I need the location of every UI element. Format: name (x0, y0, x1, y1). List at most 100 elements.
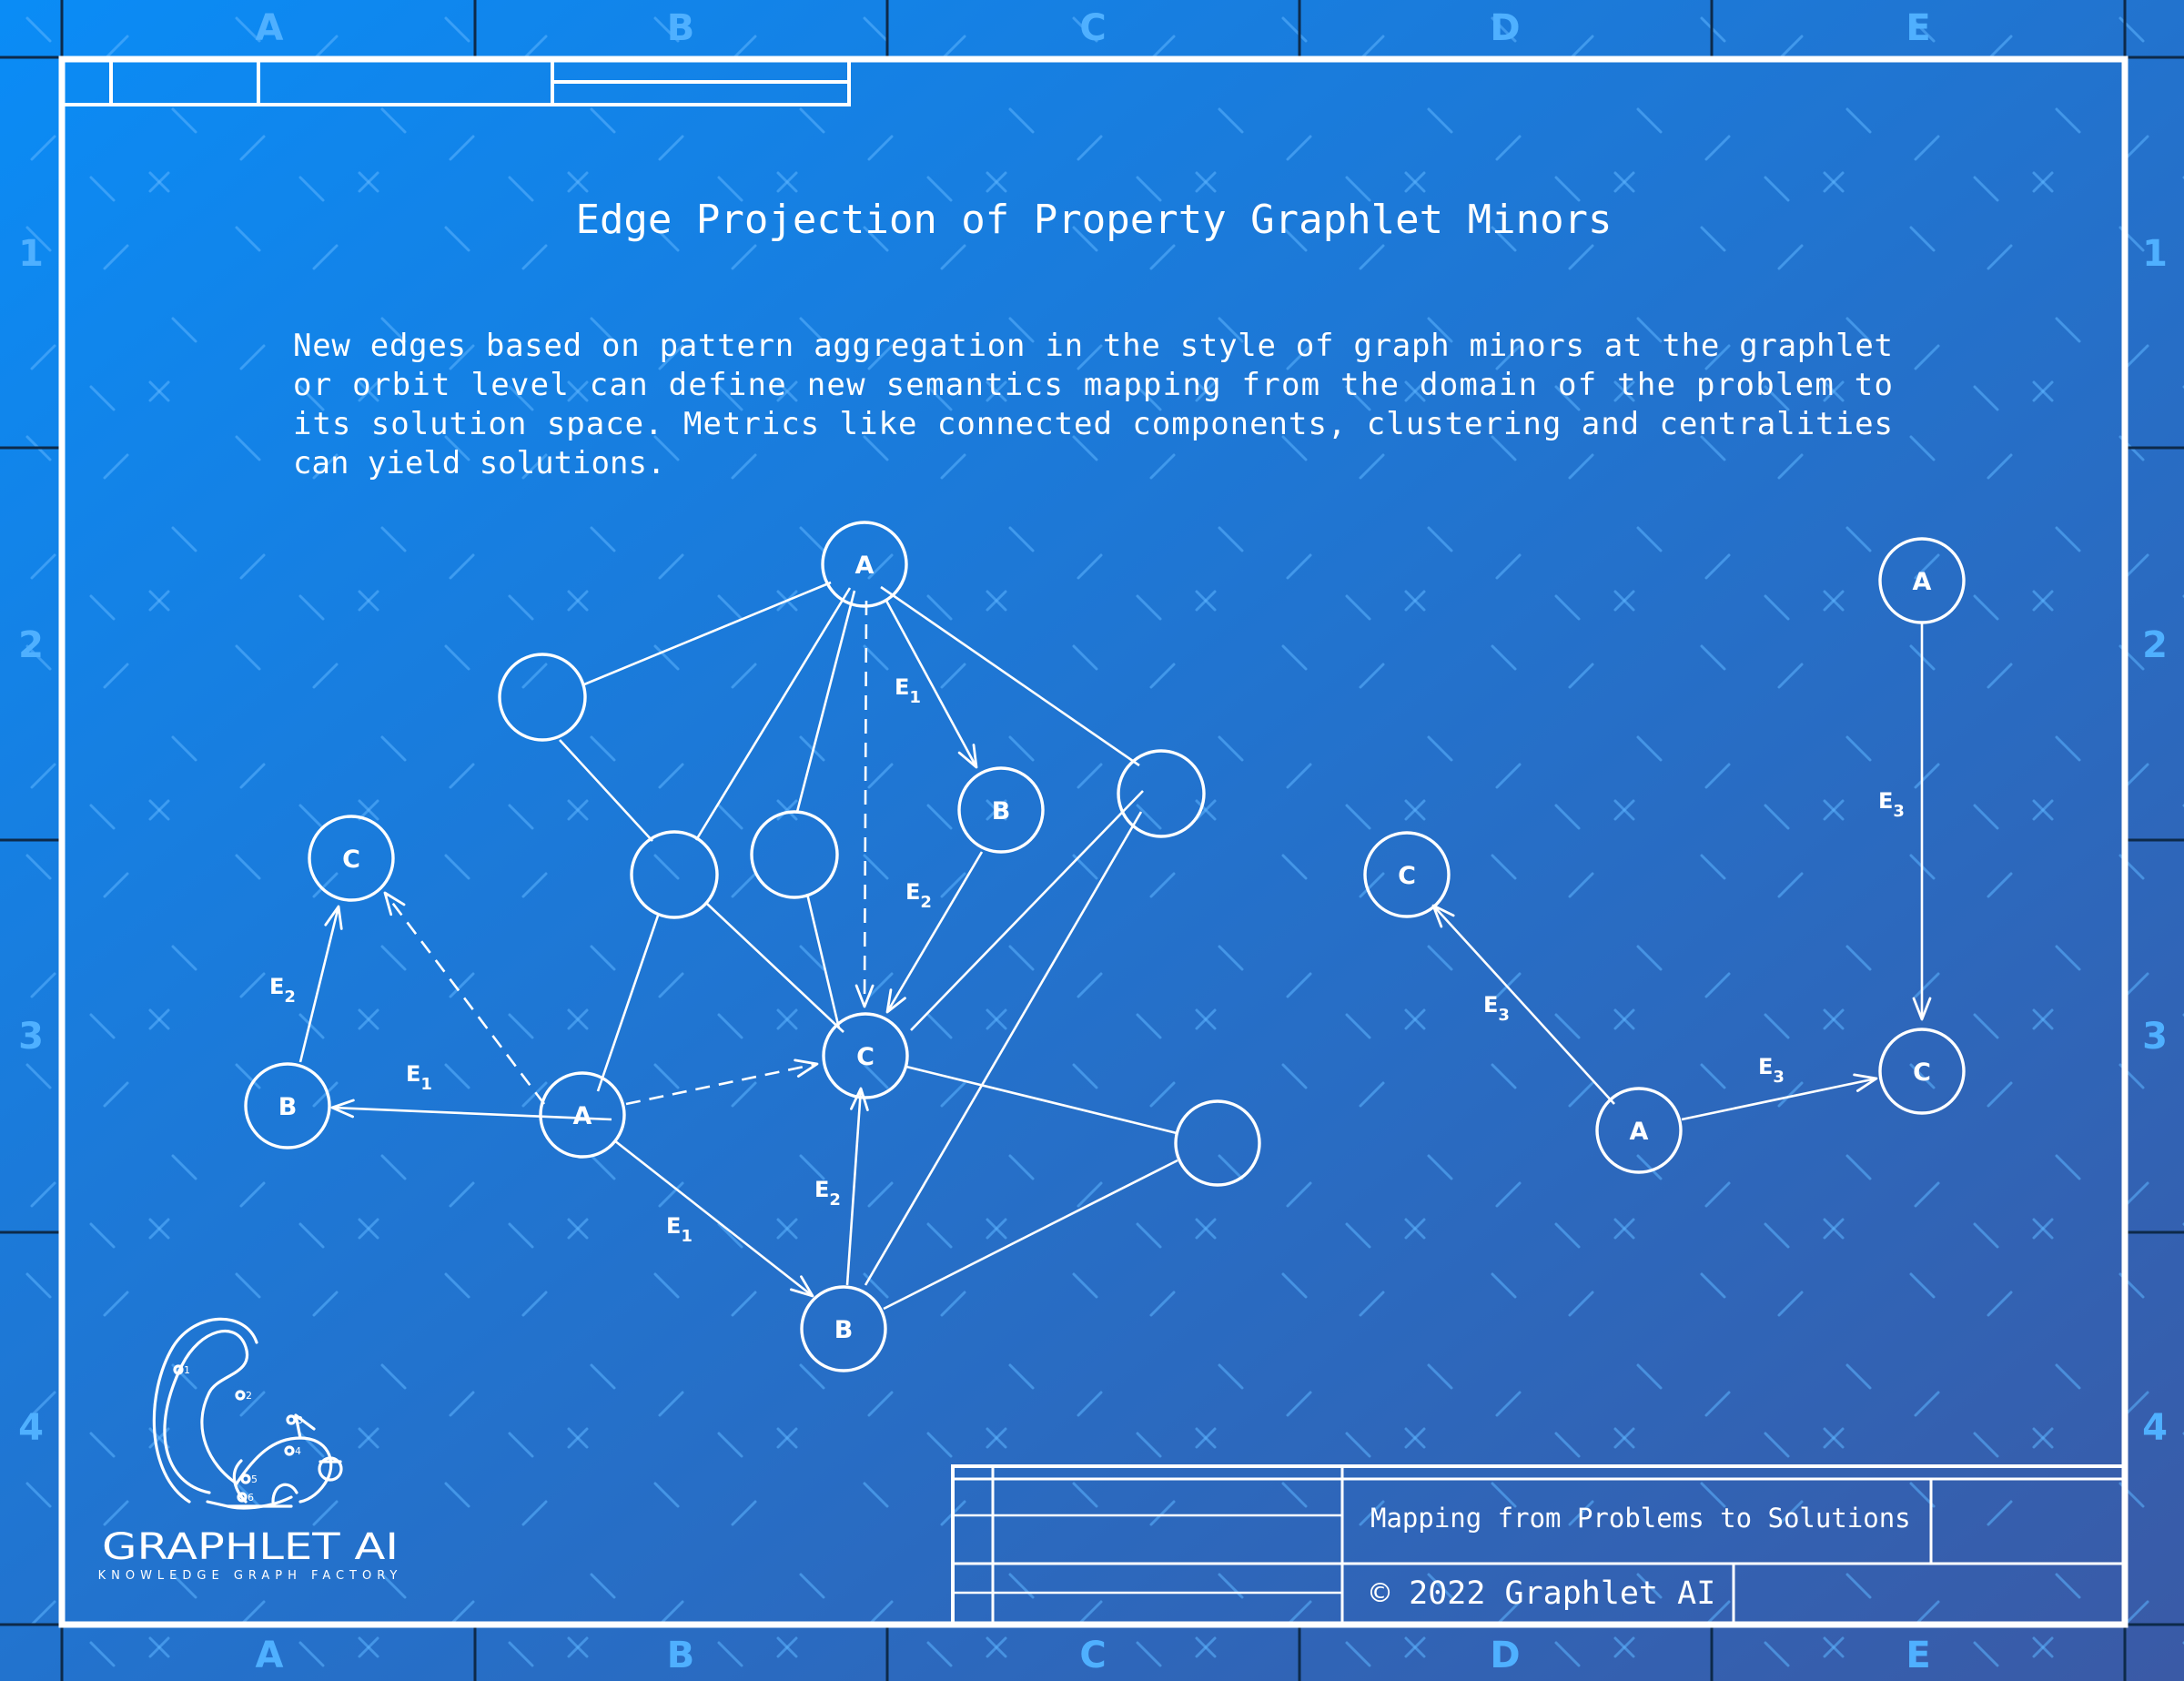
logo-tagline: KNOWLEDGE GRAPH FACTORY (98, 1569, 403, 1583)
col-label-top-b: B (667, 7, 695, 49)
node-a-right-top: A (1878, 537, 1966, 624)
edge-dashed (854, 600, 875, 1008)
node-b-upper: B (957, 766, 1045, 854)
col-label-top-c: C (1079, 7, 1106, 49)
left-graph-edges (559, 581, 1178, 1311)
node-label: A (1913, 568, 1932, 596)
edge-e1 (330, 1099, 612, 1121)
title-block (951, 1464, 2127, 1626)
svg-text:4: 4 (295, 1445, 301, 1457)
col-label-bottom-c: C (1079, 1635, 1106, 1676)
row-label-left-2: 2 (18, 624, 44, 666)
row-label-right-1: 1 (2142, 233, 2168, 275)
logo-badge-numbers: 1 2 3 4 5 6 (184, 1364, 303, 1504)
edge-label-e3: E3 (1483, 992, 1510, 1025)
edge-e3 (1431, 904, 1615, 1105)
edge (706, 903, 844, 1033)
left-graph: E1 E2 E2 E1 E1 E2 A B C (244, 521, 1261, 1372)
right-graph-nodes: A C C A (1363, 537, 1966, 1174)
edge-label-e2: E2 (905, 879, 932, 912)
edge-e1 (613, 1139, 814, 1298)
svg-text:6: 6 (248, 1492, 254, 1504)
node-c-center: C (822, 1012, 909, 1099)
edge-label-e3: E3 (1878, 788, 1905, 821)
edge (795, 590, 856, 813)
edge-label-e3: E3 (1758, 1054, 1785, 1087)
left-graph-nodes: A B C C B (244, 521, 1261, 1372)
svg-text:5: 5 (251, 1473, 258, 1485)
col-label-top-d: D (1490, 7, 1520, 49)
col-label-bottom-e: E (1906, 1635, 1930, 1676)
svg-text:2: 2 (246, 1390, 252, 1402)
node-a-left: A (539, 1071, 626, 1159)
row-label-left-4: 4 (18, 1407, 44, 1449)
col-label-top-e: E (1906, 7, 1930, 49)
node-label: C (856, 1043, 875, 1071)
svg-text:3: 3 (297, 1414, 303, 1426)
edge (805, 893, 841, 1029)
node-label: C (1398, 862, 1416, 890)
node-unlabeled (1174, 1099, 1261, 1187)
node-unlabeled (498, 653, 587, 742)
edge (880, 585, 1140, 767)
edge (694, 587, 852, 841)
edge-e2 (885, 851, 984, 1014)
edge-dashed (625, 1058, 819, 1106)
revision-block (60, 57, 851, 106)
logo-name: GRAPHLET AI (102, 1526, 399, 1568)
edge-e2 (845, 1087, 869, 1286)
edge (883, 1159, 1178, 1311)
squirrel-icon (152, 1317, 343, 1510)
edge-e3 (1681, 1073, 1878, 1121)
row-label-left-3: 3 (18, 1016, 44, 1058)
page-title: Edge Projection of Property Graphlet Min… (575, 197, 1612, 243)
node-a-right-bottom: A (1595, 1087, 1683, 1174)
node-label: A (1630, 1118, 1649, 1146)
edge (583, 581, 832, 686)
node-label: B (992, 797, 1011, 825)
row-label-right-4: 4 (2142, 1407, 2168, 1449)
edge-e1 (885, 600, 978, 769)
edge-label-e2: E2 (269, 974, 296, 1007)
ruler-labels: A B C D E A B C D E 1 2 3 4 1 2 3 4 (18, 7, 2168, 1676)
node-a-top: A (821, 521, 908, 608)
node-b-bottom: B (800, 1285, 887, 1372)
description-line-3: its solution space. Metrics like connect… (293, 406, 1893, 442)
title-block-copyright: © 2022 Graphlet AI (1370, 1575, 1715, 1612)
node-label: B (834, 1316, 854, 1344)
row-label-right-3: 3 (2142, 1016, 2168, 1058)
svg-text:1: 1 (184, 1364, 190, 1376)
right-graph-edge-labels: E3 E3 E3 (1483, 788, 1905, 1087)
edge-label-e2: E2 (814, 1177, 841, 1210)
edge-label-e1: E1 (666, 1213, 693, 1246)
left-graph-projected-edges (298, 600, 984, 1298)
left-graph-edge-labels: E1 E2 E2 E1 E1 E2 (269, 674, 932, 1246)
node-label: C (1913, 1058, 1931, 1087)
edge (905, 1065, 1178, 1135)
right-graph-edges (1431, 623, 1932, 1121)
node-b-left: B (244, 1062, 331, 1149)
edge (864, 811, 1143, 1286)
description-line-4: can yield solutions. (293, 445, 665, 481)
edge-dashed (383, 891, 546, 1105)
node-unlabeled (630, 830, 719, 919)
description: New edges based on pattern aggregation i… (293, 328, 1893, 481)
row-label-left-1: 1 (18, 233, 44, 275)
edge-e2 (298, 905, 343, 1063)
node-label: C (342, 846, 360, 874)
title-block-caption: Mapping from Problems to Solutions (1370, 1503, 1911, 1534)
col-label-bottom-d: D (1490, 1635, 1520, 1676)
edge (559, 739, 653, 842)
node-c-right-left: C (1363, 831, 1451, 918)
node-label: A (855, 552, 875, 580)
col-label-bottom-a: A (256, 1635, 284, 1676)
edge (910, 790, 1144, 1031)
node-unlabeled (1117, 749, 1206, 838)
node-c-right: C (1878, 1028, 1966, 1115)
edge (596, 915, 660, 1092)
graphlet-logo: 1 2 3 4 5 6 GRAPHLET AI KNOWLEDGE GRAPH … (98, 1317, 403, 1583)
description-line-1: New edges based on pattern aggregation i… (293, 328, 1893, 364)
col-label-bottom-b: B (667, 1635, 695, 1676)
